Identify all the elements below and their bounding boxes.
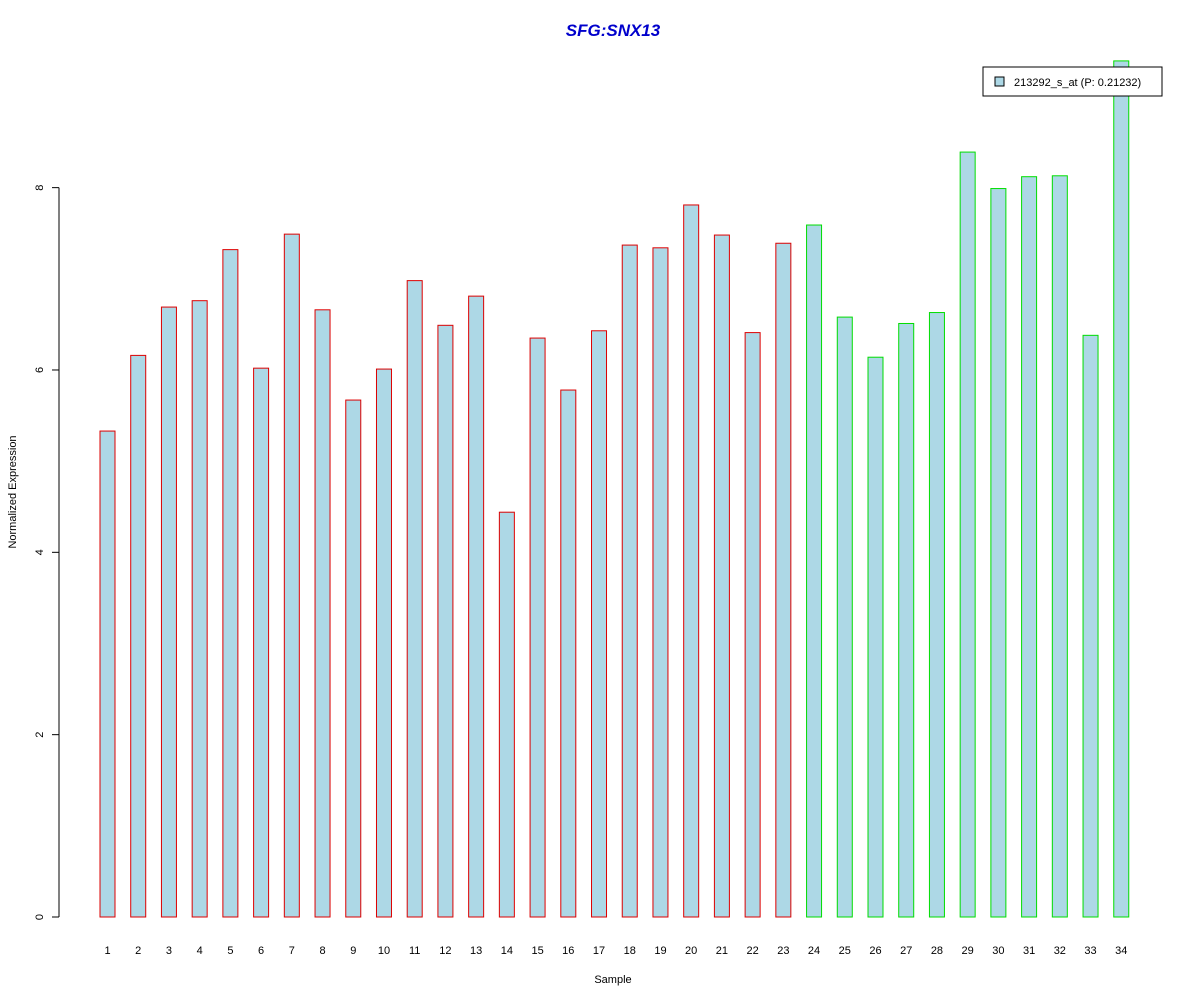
bar-sample-2 — [130, 354, 147, 918]
x-tick-label: 13 — [470, 945, 482, 957]
y-axis: 0 2 4 6 8 — [34, 185, 60, 920]
bar-sample-33 — [1082, 334, 1099, 918]
y-tick-label: 8 — [34, 185, 46, 191]
y-tick-label: 4 — [34, 549, 46, 555]
x-tick-label: 29 — [962, 945, 974, 957]
x-tick-label: 22 — [746, 945, 758, 957]
bar-sample-4 — [191, 300, 208, 918]
x-tick-label: 4 — [197, 945, 203, 957]
bar-sample-22 — [744, 332, 761, 918]
bar-sample-26 — [867, 356, 884, 918]
y-tick-label: 2 — [34, 732, 46, 738]
x-tick-label: 27 — [900, 945, 912, 957]
x-tick-label: 8 — [319, 945, 325, 957]
x-tick-label: 17 — [593, 945, 605, 957]
x-tick-label: 18 — [624, 945, 636, 957]
x-tick-label: 31 — [1023, 945, 1035, 957]
bar-sample-23 — [775, 242, 792, 918]
bar-sample-15 — [529, 337, 546, 918]
bar-sample-21 — [713, 234, 730, 918]
bar-sample-30 — [990, 188, 1007, 918]
legend-label: 213292_s_at (P: 0.21232) — [1014, 77, 1141, 89]
x-tick-label: 20 — [685, 945, 697, 957]
x-tick-label: 1 — [104, 945, 110, 957]
x-tick-label: 19 — [654, 945, 666, 957]
x-tick-labels: 1 2 3 4 5 6 7 8 9 10 11 12 13 14 15 16 17 18 19 20 21 22 23 24 2… — [104, 945, 1127, 957]
x-tick-label: 2 — [135, 945, 141, 957]
legend-box — [982, 66, 1163, 97]
x-tick-label: 10 — [378, 945, 390, 957]
bar-sample-34 — [1113, 60, 1130, 918]
bar-sample-11 — [406, 280, 423, 918]
bar-sample-12 — [437, 324, 454, 918]
x-tick-label: 24 — [808, 945, 820, 957]
bars — [99, 60, 1130, 918]
bar-sample-31 — [1021, 176, 1038, 918]
chart-title: SFG:SNX13 — [566, 21, 661, 40]
x-tick-label: 6 — [258, 945, 264, 957]
bar-sample-28 — [928, 312, 945, 918]
x-tick-label: 28 — [931, 945, 943, 957]
bar-sample-13 — [468, 295, 485, 918]
x-tick-label: 15 — [531, 945, 543, 957]
x-axis-label: Sample — [594, 974, 631, 986]
x-tick-label: 33 — [1084, 945, 1096, 957]
y-axis-label: Normalized Expression — [7, 435, 19, 548]
bar-sample-16 — [560, 389, 577, 918]
bar-sample-19 — [652, 247, 669, 918]
bar-sample-9 — [345, 399, 362, 918]
x-tick-label: 9 — [350, 945, 356, 957]
x-tick-label: 21 — [716, 945, 728, 957]
legend: 213292_s_at (P: 0.21232) — [982, 66, 1163, 97]
bar-sample-27 — [898, 322, 915, 918]
bar-sample-24 — [806, 224, 823, 918]
bar-sample-7 — [283, 233, 300, 918]
x-tick-label: 32 — [1054, 945, 1066, 957]
bar-sample-20 — [683, 204, 700, 918]
y-tick-label: 0 — [34, 914, 46, 920]
bar-sample-32 — [1051, 175, 1068, 918]
x-tick-label: 30 — [992, 945, 1004, 957]
x-tick-label: 25 — [839, 945, 851, 957]
x-tick-label: 7 — [289, 945, 295, 957]
bar-sample-1 — [99, 430, 116, 918]
bar-sample-14 — [498, 511, 515, 918]
bar-sample-29 — [959, 151, 976, 918]
x-tick-label: 23 — [777, 945, 789, 957]
x-tick-label: 14 — [501, 945, 513, 957]
bar-sample-10 — [375, 368, 392, 918]
bar-sample-6 — [253, 367, 270, 918]
x-tick-label: 26 — [869, 945, 881, 957]
bar-sample-18 — [621, 244, 638, 918]
bar-sample-3 — [160, 306, 177, 918]
y-tick-label: 6 — [34, 367, 46, 373]
legend-swatch — [994, 76, 1005, 87]
x-tick-label: 12 — [439, 945, 451, 957]
x-tick-label: 34 — [1115, 945, 1127, 957]
bar-sample-5 — [222, 249, 239, 918]
x-tick-label: 16 — [562, 945, 574, 957]
x-tick-label: 5 — [227, 945, 233, 957]
bar-sample-8 — [314, 309, 331, 918]
x-tick-label: 11 — [409, 945, 420, 957]
bar-sample-25 — [836, 316, 853, 918]
bar-sample-17 — [591, 330, 608, 918]
x-tick-label: 3 — [166, 945, 172, 957]
